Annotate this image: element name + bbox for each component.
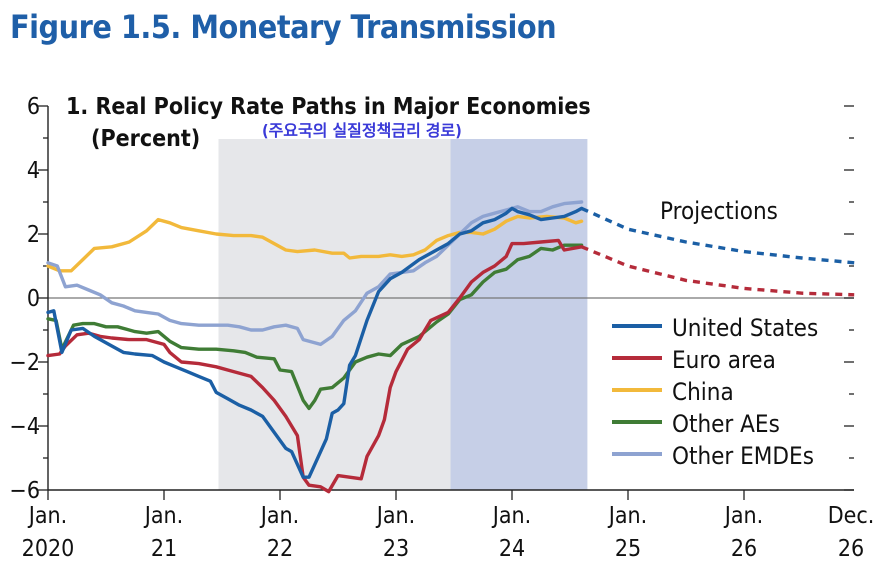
y-axis-label: (Percent) xyxy=(91,126,200,152)
y-tick-label: 6 xyxy=(27,94,40,120)
x-tick-label-top: Jan. xyxy=(491,503,531,529)
series-lines xyxy=(46,200,855,494)
x-tick-label-bottom: 26 xyxy=(838,536,864,562)
legend-label-euro-area: Euro area xyxy=(672,346,776,374)
x-tick-label-top: Jan. xyxy=(143,503,183,529)
legend-label-other-emdes: Other EMDEs xyxy=(672,442,814,470)
x-tick-label-bottom: 26 xyxy=(731,536,757,562)
y-tick-label: −4 xyxy=(9,414,40,440)
legend-label-china: China xyxy=(672,378,734,406)
projection-line-euro-area xyxy=(580,245,855,297)
legend-label-other-aes: Other AEs xyxy=(672,410,780,438)
shaded-period-2 xyxy=(450,139,588,490)
x-tick-label-bottom: 21 xyxy=(151,536,177,562)
x-tick-label-top: Jan. xyxy=(27,503,67,529)
legend: United States Euro area China Other AEs Othe… xyxy=(612,314,818,470)
x-tick-labels: Jan. 2020 Jan. 21 Jan. 22 Jan. 23 Jan. 24 Jan. 25 Ja… xyxy=(22,503,875,562)
x-tick-label-top: Jan. xyxy=(607,503,647,529)
projection-line-united-states xyxy=(580,206,855,265)
series-line-china xyxy=(46,214,584,273)
figure-title: Figure 1.5. Monetary Transmission xyxy=(10,8,557,46)
y-tick-label: −2 xyxy=(9,350,40,376)
x-tick-label-top: Dec. xyxy=(828,503,875,529)
series-line-other-aes xyxy=(46,243,584,411)
y-tick-label: −6 xyxy=(9,478,40,504)
x-tick-label-bottom: 23 xyxy=(383,536,409,562)
chart-title: 1. Real Policy Rate Paths in Major Econo… xyxy=(66,94,591,120)
x-tick-label-bottom: 25 xyxy=(615,536,641,562)
series-line-united-states xyxy=(46,206,584,479)
y-tick-label: 2 xyxy=(27,222,40,248)
x-tick-label-bottom: 2020 xyxy=(22,536,75,562)
x-tick-label-top: Jan. xyxy=(375,503,415,529)
y-tick-label: 4 xyxy=(27,158,40,184)
series-line-other-emdes xyxy=(46,200,584,347)
x-tick-label-top: Jan. xyxy=(723,503,763,529)
shaded-period-1 xyxy=(218,139,451,490)
legend-label-united-states: United States xyxy=(672,314,818,342)
x-tick-label-top: Jan. xyxy=(259,503,299,529)
axes xyxy=(38,105,854,500)
y-tick-labels: 6 4 2 0 −2 −4 −6 xyxy=(9,94,40,504)
chart-note: (주요국의 실질정책금리 경로) xyxy=(262,121,462,140)
y-tick-label: 0 xyxy=(27,286,40,312)
shaded-periods xyxy=(218,139,588,490)
projections-annotation: Projections xyxy=(660,197,778,225)
series-line-euro-area xyxy=(46,238,584,494)
x-tick-label-bottom: 22 xyxy=(267,536,293,562)
x-tick-label-bottom: 24 xyxy=(499,536,525,562)
